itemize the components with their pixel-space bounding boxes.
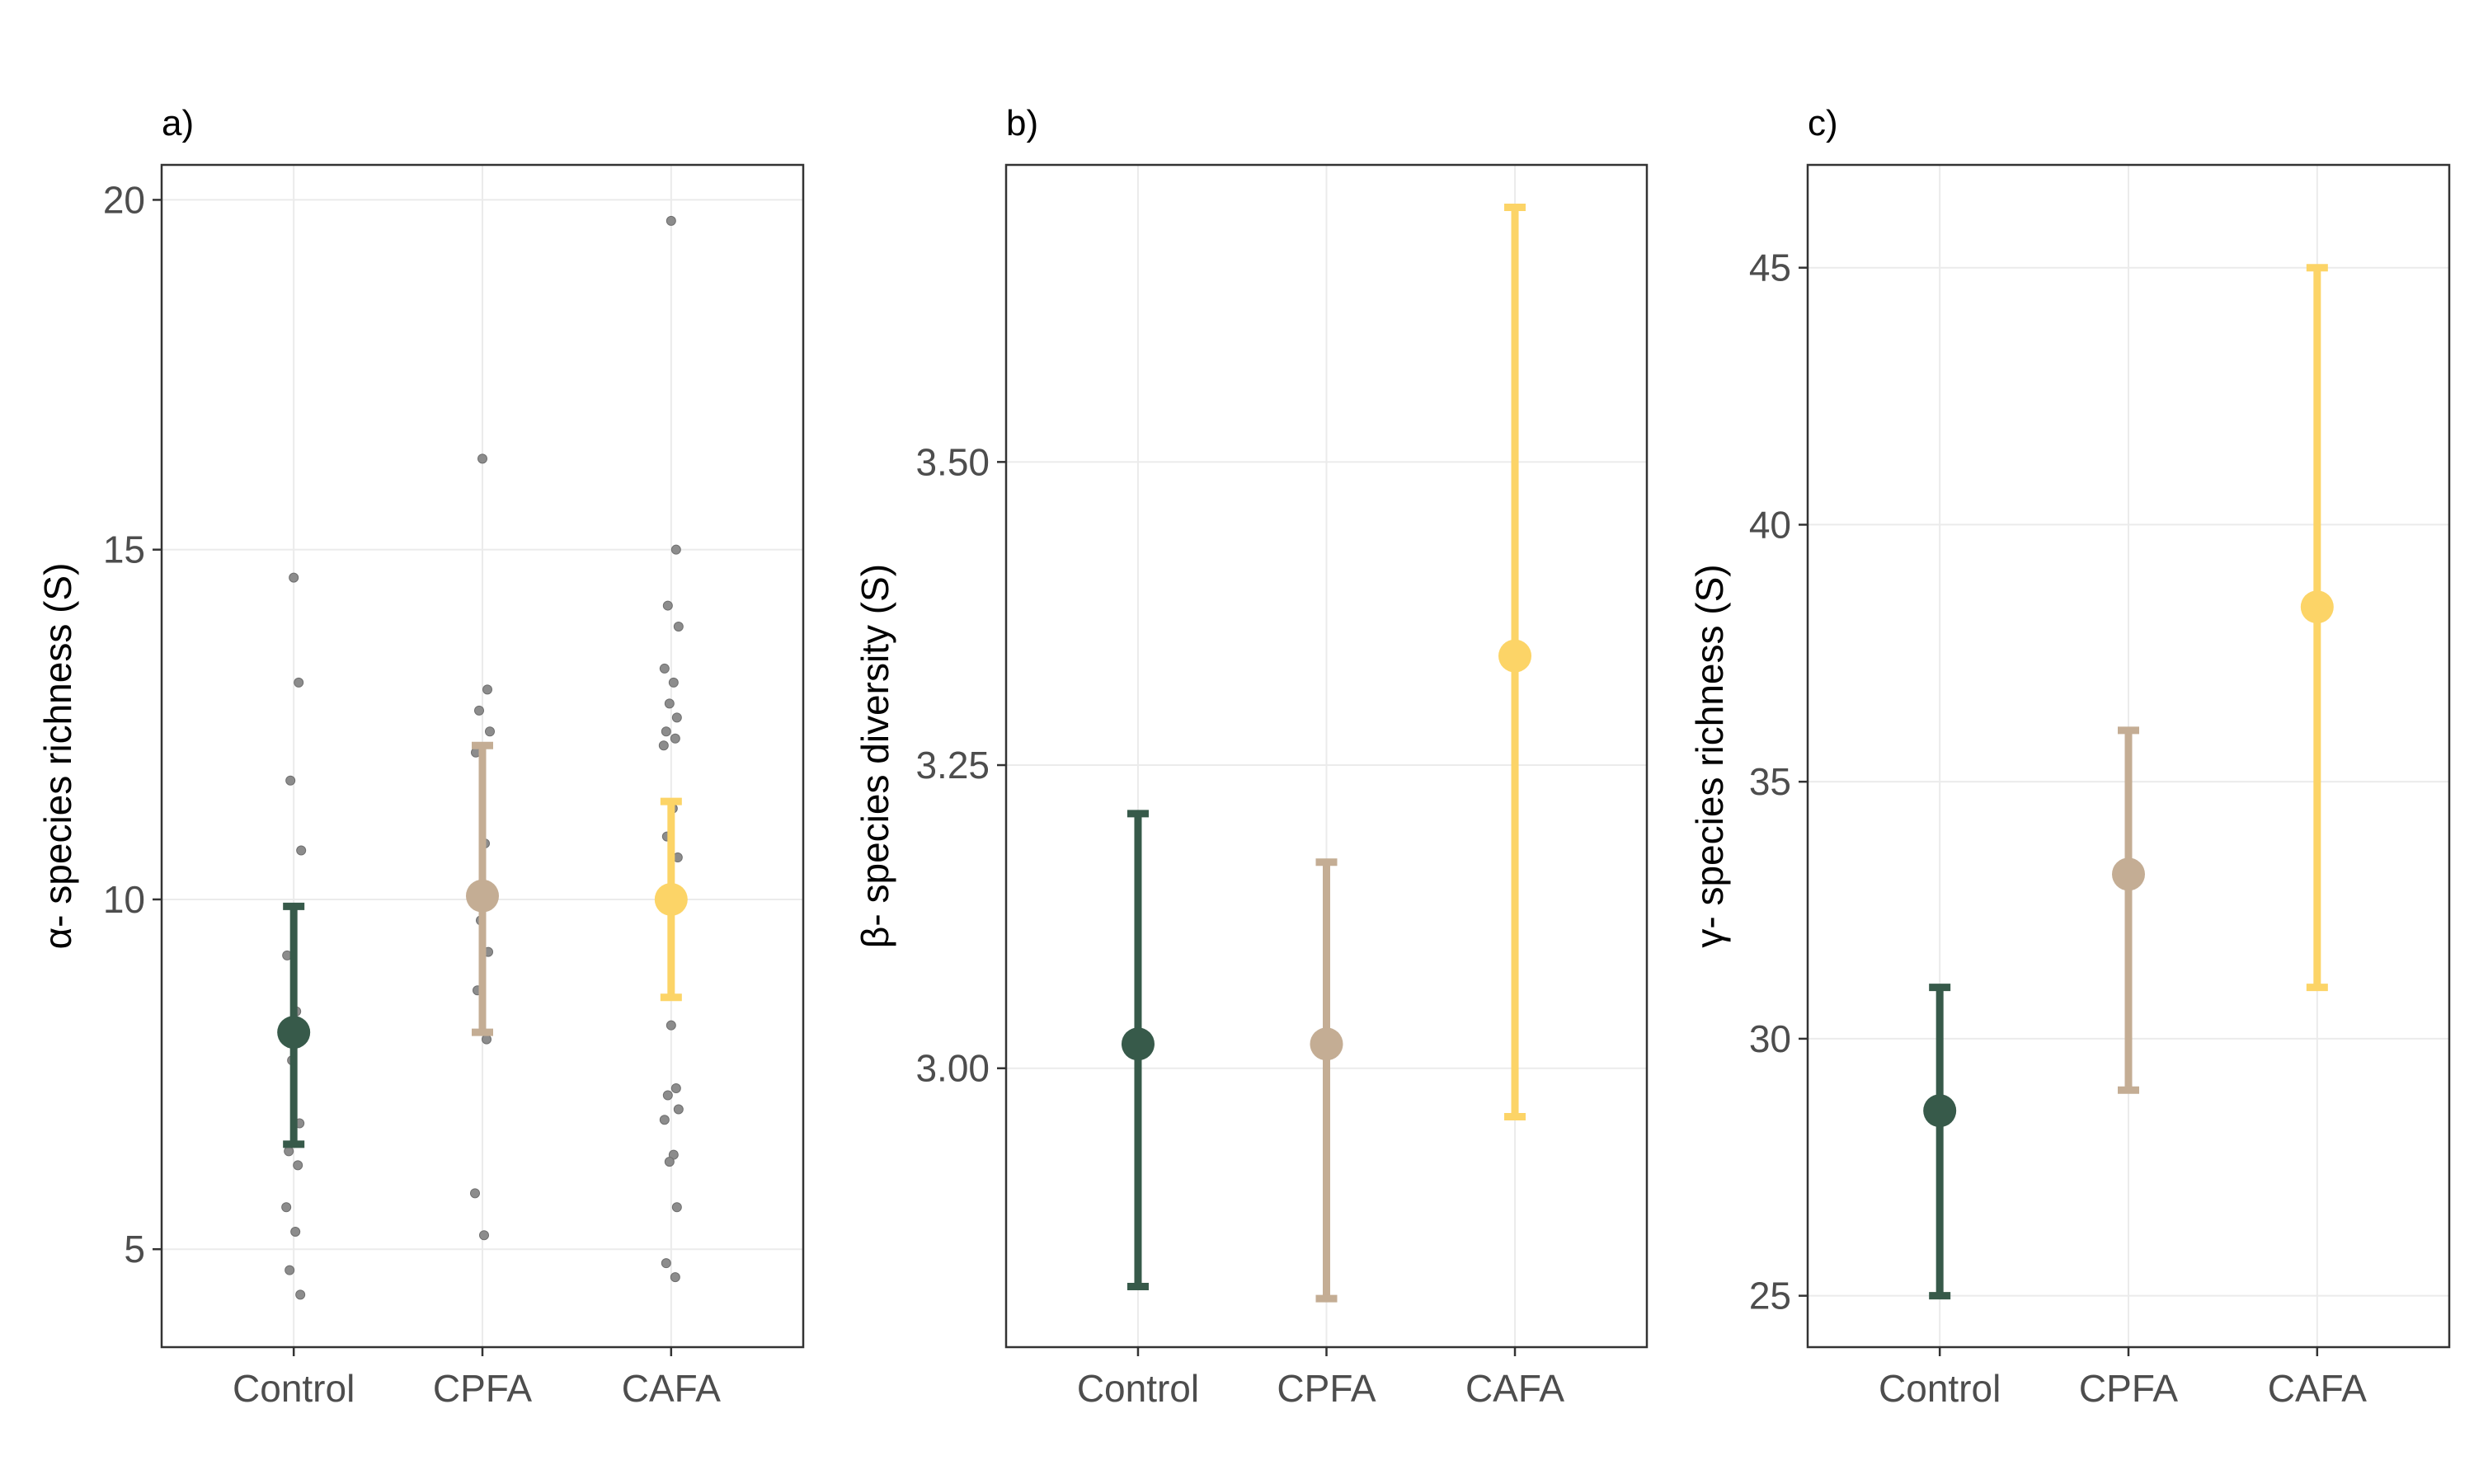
mean-point-control	[1923, 1094, 1957, 1128]
raw-data-point	[659, 1115, 670, 1125]
mean-point-cafa	[1498, 639, 1532, 673]
raw-data-point	[296, 845, 307, 856]
raw-data-point	[662, 600, 673, 611]
raw-data-point	[673, 1104, 684, 1115]
y-tick-label: 35	[1749, 760, 1791, 803]
raw-data-point	[661, 726, 671, 737]
raw-data-point	[666, 215, 676, 226]
mean-point-cpfa	[1310, 1027, 1343, 1061]
raw-data-point	[289, 572, 299, 583]
raw-data-point	[285, 1265, 295, 1275]
x-tick-label-cpfa: CPFA	[1277, 1367, 1376, 1410]
raw-data-point	[474, 705, 484, 716]
x-tick-label-cafa: CAFA	[622, 1367, 721, 1410]
mean-point-cpfa	[2112, 857, 2145, 891]
raw-data-point	[477, 453, 487, 464]
mean-point-cpfa	[466, 879, 499, 913]
raw-data-point	[664, 1157, 675, 1167]
panel-2: 3.00 3.25 3.50 Control CPFA CAFA β- species di…	[854, 103, 1649, 1410]
y-axis-title: γ- species richness (S)	[1688, 564, 1731, 947]
raw-data-point	[668, 677, 679, 688]
x-tick-label-cpfa: CPFA	[2079, 1367, 2178, 1410]
raw-data-point	[662, 1090, 673, 1101]
y-tick-label: 3.00	[915, 1047, 990, 1090]
raw-data-point	[290, 1226, 301, 1237]
panel-label: c)	[1808, 103, 1838, 143]
raw-data-point	[670, 544, 681, 555]
y-tick-label: 25	[1749, 1275, 1791, 1317]
raw-data-point	[666, 1020, 676, 1031]
raw-data-point	[284, 1146, 294, 1157]
x-tick-label-cafa: CAFA	[2268, 1367, 2367, 1410]
y-tick-label: 3.25	[915, 744, 990, 787]
y-tick-label: 5	[124, 1228, 145, 1270]
y-tick-label: 45	[1749, 247, 1791, 289]
raw-data-point	[658, 740, 669, 751]
mean-point-control	[277, 1016, 311, 1050]
x-tick-label-cafa: CAFA	[1465, 1367, 1564, 1410]
panel-label: a)	[162, 103, 194, 143]
raw-data-point	[482, 1034, 492, 1045]
panel-3: 25 30 35 40 45 Control CPFA CAFA γ- species rich…	[1688, 103, 2451, 1410]
y-axis-title: β- species diversity (S)	[854, 564, 896, 948]
raw-data-point	[294, 677, 304, 688]
raw-data-point	[482, 684, 492, 695]
raw-data-point	[664, 698, 675, 709]
raw-data-point	[671, 1202, 682, 1213]
panel-label: b)	[1006, 103, 1038, 143]
raw-data-point	[671, 712, 682, 723]
raw-data-point	[670, 733, 680, 744]
y-tick-label: 3.50	[915, 440, 990, 483]
raw-data-point	[470, 1188, 480, 1199]
raw-data-point	[285, 775, 296, 786]
mean-point-cafa	[2300, 590, 2334, 624]
panel-1: 5 10 15 20 Control CPFA CAFA α- species richnes…	[36, 103, 805, 1410]
y-tick-label: 20	[103, 178, 145, 221]
x-tick-label-cpfa: CPFA	[433, 1367, 532, 1410]
x-tick-label-control: Control	[233, 1367, 355, 1410]
raw-data-point	[659, 663, 670, 674]
raw-data-point	[281, 1202, 292, 1213]
y-tick-label: 30	[1749, 1017, 1791, 1060]
raw-data-point	[479, 1230, 489, 1241]
y-axis-title: α- species richness (S)	[36, 563, 79, 950]
y-tick-label: 15	[103, 528, 145, 571]
mean-point-cafa	[654, 882, 688, 916]
x-tick-label-control: Control	[1077, 1367, 1199, 1410]
y-tick-label: 40	[1749, 503, 1791, 546]
raw-data-point	[485, 726, 495, 737]
raw-data-point	[670, 1083, 681, 1094]
raw-data-point	[293, 1160, 303, 1171]
raw-data-point	[673, 622, 684, 632]
x-tick-label-control: Control	[1879, 1367, 2001, 1410]
raw-data-point	[295, 1289, 306, 1300]
y-tick-label: 10	[103, 878, 145, 921]
raw-data-point	[661, 1258, 671, 1269]
mean-point-control	[1121, 1027, 1155, 1061]
raw-data-point	[670, 1272, 680, 1283]
